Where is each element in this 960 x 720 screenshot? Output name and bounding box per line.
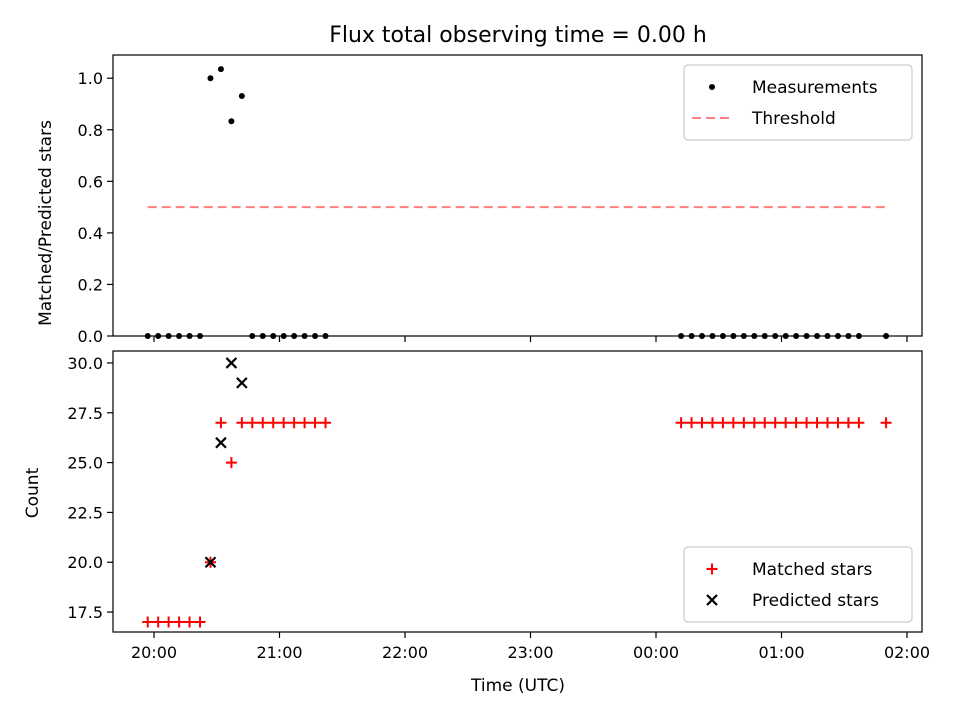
data-point bbox=[675, 417, 687, 429]
data-point bbox=[215, 436, 227, 449]
data-point bbox=[225, 457, 237, 469]
data-point bbox=[727, 417, 739, 429]
data-point bbox=[257, 417, 269, 429]
top-ylabel: Matched/Predicted stars bbox=[36, 120, 56, 326]
ytick-label: 0.4 bbox=[78, 224, 103, 243]
xtick-label: 22:00 bbox=[382, 643, 428, 662]
data-point bbox=[832, 417, 844, 429]
data-point bbox=[207, 75, 214, 82]
ytick-label: 0.6 bbox=[78, 172, 103, 191]
data-point bbox=[822, 417, 834, 429]
xtick-label: 00:00 bbox=[633, 643, 679, 662]
legend-label: Measurements bbox=[752, 78, 878, 98]
series-predicted-stars bbox=[204, 357, 248, 569]
data-point bbox=[320, 417, 332, 429]
data-point bbox=[880, 417, 892, 429]
data-point bbox=[706, 417, 718, 429]
data-point bbox=[748, 417, 760, 429]
data-point bbox=[853, 417, 865, 429]
data-point bbox=[780, 417, 792, 429]
data-point bbox=[686, 417, 698, 429]
data-point bbox=[173, 616, 185, 628]
ytick-label: 30.0 bbox=[67, 354, 103, 373]
ytick-label: 1.0 bbox=[78, 69, 103, 88]
data-point bbox=[142, 616, 154, 628]
data-point bbox=[278, 417, 290, 429]
data-point bbox=[738, 417, 750, 429]
chart-title: Flux total observing time = 0.00 h bbox=[329, 23, 707, 48]
data-point bbox=[236, 377, 248, 389]
bottom-xlabel: Time (UTC) bbox=[470, 676, 565, 696]
legend: Measurements Threshold bbox=[683, 64, 913, 141]
legend: Matched stars Predicted stars bbox=[683, 546, 913, 623]
data-point bbox=[228, 118, 235, 125]
data-point bbox=[215, 417, 227, 429]
xtick-label: 01:00 bbox=[758, 643, 804, 662]
data-point bbox=[217, 66, 224, 73]
legend-box bbox=[683, 64, 913, 141]
data-point bbox=[236, 417, 248, 429]
ytick-label: 0.2 bbox=[78, 275, 103, 294]
data-point bbox=[842, 417, 854, 429]
ytick-label: 20.0 bbox=[67, 553, 103, 572]
ytick-label: 25.0 bbox=[67, 454, 103, 473]
ytick-label: 0.8 bbox=[78, 121, 103, 140]
ytick-label: 27.5 bbox=[67, 404, 103, 423]
data-point bbox=[238, 92, 245, 99]
data-point bbox=[309, 417, 321, 429]
xtick-label: 23:00 bbox=[507, 643, 553, 662]
ytick-label: 17.5 bbox=[67, 603, 103, 622]
data-point bbox=[267, 417, 279, 429]
data-point bbox=[299, 417, 311, 429]
data-point bbox=[717, 417, 729, 429]
legend-label: Predicted stars bbox=[752, 591, 879, 611]
legend-box bbox=[683, 546, 913, 623]
data-point bbox=[288, 417, 300, 429]
axes-frame bbox=[112, 350, 923, 633]
legend-marker bbox=[706, 594, 718, 606]
bottom-ylabel: Count bbox=[23, 467, 43, 518]
data-point bbox=[152, 616, 164, 628]
legend-marker bbox=[709, 84, 715, 90]
xtick-label: 02:00 bbox=[884, 643, 930, 662]
legend-label: Threshold bbox=[751, 109, 836, 129]
data-point bbox=[225, 357, 238, 369]
data-point bbox=[194, 616, 206, 628]
data-point bbox=[246, 417, 258, 429]
data-point bbox=[801, 417, 813, 429]
legend-label: Matched stars bbox=[752, 560, 872, 580]
data-point bbox=[790, 417, 802, 429]
data-point bbox=[204, 556, 217, 569]
xtick-label: 21:00 bbox=[256, 643, 302, 662]
data-point bbox=[163, 616, 175, 628]
data-point bbox=[696, 417, 708, 429]
ytick-label: 22.5 bbox=[67, 503, 103, 522]
ytick-label: 0.0 bbox=[78, 327, 103, 346]
bottom-axes: 17.5 20.0 22.5 25.0 27.5 30.0 20:00 21:00 22:00 2… bbox=[67, 350, 930, 662]
data-point bbox=[759, 417, 771, 429]
legend-marker bbox=[706, 563, 718, 575]
top-axes: 0.0 0.2 0.4 0.6 0.8 1.0 Measurements Threshold bbox=[78, 54, 923, 346]
axes-frame bbox=[112, 54, 923, 337]
data-point bbox=[811, 417, 823, 429]
data-point bbox=[769, 417, 781, 429]
series-matched-stars bbox=[142, 417, 892, 628]
xtick-label: 20:00 bbox=[131, 643, 177, 662]
data-point bbox=[184, 616, 196, 628]
